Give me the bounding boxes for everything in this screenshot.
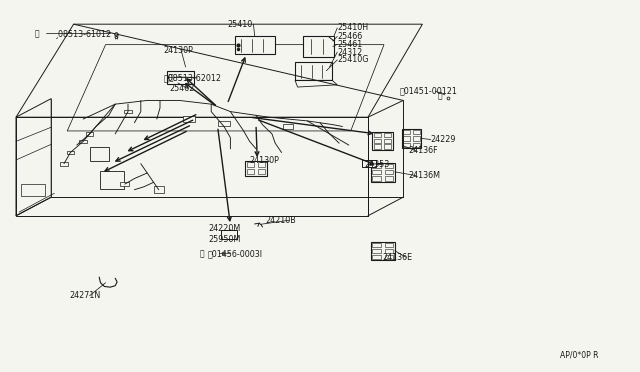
Bar xyxy=(183,116,195,122)
Text: Ⓢ: Ⓢ xyxy=(438,92,443,100)
Bar xyxy=(154,186,164,193)
Text: 24130P: 24130P xyxy=(163,46,193,55)
Bar xyxy=(124,110,132,113)
Bar xyxy=(372,255,381,259)
Bar xyxy=(384,132,392,137)
Bar xyxy=(79,140,87,143)
Text: 24312: 24312 xyxy=(337,48,362,57)
Bar xyxy=(385,243,393,247)
Text: 25462: 25462 xyxy=(170,84,195,93)
Bar xyxy=(403,142,410,147)
Text: AP/0*0P R: AP/0*0P R xyxy=(560,351,598,360)
Text: 24136M: 24136M xyxy=(408,171,440,180)
Bar xyxy=(385,249,393,253)
Bar xyxy=(385,176,393,181)
Bar xyxy=(385,170,393,174)
Bar xyxy=(247,162,254,167)
Text: 24136E: 24136E xyxy=(383,253,413,262)
Bar xyxy=(245,161,267,176)
Bar xyxy=(235,36,275,54)
Text: Ⓢ: Ⓢ xyxy=(200,249,205,258)
Text: Ⓑ: Ⓑ xyxy=(35,29,40,38)
Bar xyxy=(385,164,393,168)
Text: 24210B: 24210B xyxy=(266,216,296,225)
Bar xyxy=(283,124,293,129)
Bar xyxy=(372,170,381,174)
Text: Ⓢ01456-0003l: Ⓢ01456-0003l xyxy=(208,249,263,258)
Bar xyxy=(372,164,381,168)
Bar xyxy=(372,249,381,253)
Polygon shape xyxy=(328,36,334,41)
Bar xyxy=(362,160,376,167)
Bar xyxy=(372,243,381,247)
Bar xyxy=(413,142,420,147)
Text: 24353: 24353 xyxy=(365,160,390,169)
Bar xyxy=(258,169,265,174)
Bar xyxy=(90,147,109,161)
Bar xyxy=(372,176,381,181)
Bar xyxy=(303,36,334,57)
Bar xyxy=(258,162,265,167)
Bar xyxy=(413,130,420,134)
Text: 24130P: 24130P xyxy=(250,156,280,165)
Bar xyxy=(403,136,410,141)
Text: Ⓢ01451-00121: Ⓢ01451-00121 xyxy=(400,87,458,96)
Bar xyxy=(384,138,392,143)
Bar xyxy=(167,71,194,84)
Text: Ⓢ08513-62012: Ⓢ08513-62012 xyxy=(163,74,221,83)
Text: 25410: 25410 xyxy=(227,20,252,29)
Bar xyxy=(402,129,421,148)
Bar xyxy=(295,62,332,80)
Text: 25466: 25466 xyxy=(337,32,362,41)
Bar xyxy=(218,121,230,126)
Bar xyxy=(221,230,237,239)
Text: 25410H: 25410H xyxy=(337,23,369,32)
Bar xyxy=(413,136,420,141)
Bar xyxy=(374,132,381,137)
Bar xyxy=(247,169,254,174)
Bar xyxy=(372,132,393,150)
Bar xyxy=(86,132,93,136)
Text: 24136F: 24136F xyxy=(408,146,438,155)
Bar xyxy=(374,138,381,143)
Bar xyxy=(21,184,45,196)
Text: 24220M: 24220M xyxy=(208,224,240,233)
Text: ¸08513-61012: ¸08513-61012 xyxy=(54,29,111,38)
Bar xyxy=(60,162,68,166)
Text: 25410G: 25410G xyxy=(337,55,369,64)
Text: 25461: 25461 xyxy=(337,40,362,49)
Bar xyxy=(371,163,395,182)
Bar xyxy=(67,151,74,154)
Bar xyxy=(385,255,393,259)
Bar xyxy=(100,171,124,189)
Bar xyxy=(371,242,395,260)
Bar xyxy=(403,130,410,134)
Bar xyxy=(384,144,392,149)
Bar xyxy=(120,182,129,186)
Text: 24271N: 24271N xyxy=(69,291,100,300)
Text: 25950M: 25950M xyxy=(208,235,241,244)
Text: 24229: 24229 xyxy=(431,135,456,144)
Text: Ⓢ: Ⓢ xyxy=(168,73,173,82)
Bar xyxy=(374,144,381,149)
